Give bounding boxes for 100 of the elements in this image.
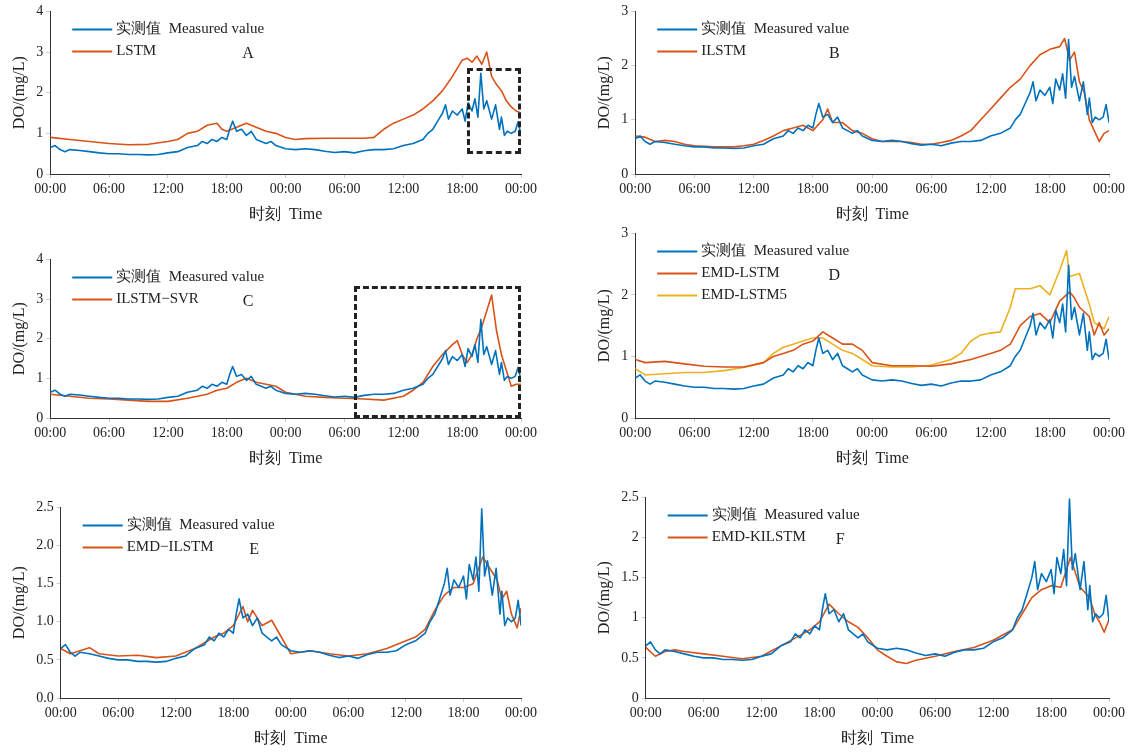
y-tick-label: 2 (621, 57, 629, 73)
x-tick-label: 00:00 (34, 425, 67, 441)
x-tick-label: 00:00 (856, 181, 889, 197)
legend-label: EMD-LSTM5 (701, 286, 788, 303)
x-tick-label: 06:00 (93, 425, 125, 441)
x-tick-label: 18:00 (446, 181, 479, 197)
y-axis-title: DO/(mg/L) (9, 302, 28, 376)
legend-label: EMD-LSTM (701, 264, 780, 281)
x-tick-label: 18:00 (796, 181, 829, 197)
x-tick-label: 18:00 (796, 425, 829, 441)
y-tick-label: 4 (36, 3, 44, 19)
x-axis-title: 时刻 Time (249, 448, 323, 466)
x-tick-label: 12:00 (387, 181, 420, 197)
y-tick-label: 0.0 (36, 689, 54, 705)
x-tick-label: 00:00 (619, 425, 652, 441)
x-tick-label: 06:00 (915, 425, 948, 441)
y-tick-label: 1 (36, 125, 44, 141)
x-tick-label: 12:00 (387, 425, 420, 441)
annotation: E (249, 539, 259, 557)
x-tick-label: 12:00 (151, 425, 184, 441)
annotation: B (828, 43, 840, 61)
y-tick-label: 0 (36, 409, 44, 425)
y-tick-label: 4 (36, 251, 44, 267)
x-axis-title: 时刻 Time (840, 728, 914, 746)
x-tick-label: 12:00 (737, 425, 770, 441)
x-tick-label: 06:00 (328, 181, 361, 197)
y-tick-label: 2 (36, 330, 44, 346)
y-axis-title: DO/(mg/L) (9, 56, 28, 130)
y-tick-label: 3 (36, 290, 44, 306)
x-tick-label: 18:00 (446, 425, 479, 441)
y-tick-label: 2 (621, 286, 629, 302)
legend-label: EMD-KILSTM (711, 528, 806, 545)
y-tick-label: 0.5 (36, 651, 54, 667)
x-tick-label: 12:00 (737, 181, 770, 197)
x-tick-label: 12:00 (974, 181, 1007, 197)
y-tick-label: 2.5 (36, 499, 54, 515)
x-tick-label: 00:00 (269, 425, 302, 441)
y-tick-label: 2.5 (621, 489, 639, 505)
x-tick-label: 00:00 (1093, 705, 1125, 721)
x-tick-label: 18:00 (803, 705, 836, 721)
x-tick-label: 12:00 (745, 705, 778, 721)
y-tick-label: 1 (621, 348, 629, 364)
legend-label: 实测值 Measured value (711, 506, 860, 523)
legend-label: 实测值 Measured value (116, 20, 265, 37)
legend-label: 实测值 Measured value (701, 242, 850, 259)
x-tick-label: 06:00 (678, 181, 711, 197)
y-axis-title: DO/(mg/L) (594, 289, 613, 363)
x-tick-label: 00:00 (505, 425, 537, 441)
x-tick-label: 12:00 (151, 181, 184, 197)
y-axis-title: DO/(mg/L) (594, 561, 613, 635)
y-axis-title: DO/(mg/L) (594, 56, 613, 130)
x-tick-label: 00:00 (861, 705, 894, 721)
legend-label: 实测值 Measured value (116, 268, 265, 285)
x-tick-label: 06:00 (687, 705, 720, 721)
y-tick-label: 1.0 (36, 613, 54, 629)
x-tick-label: 00:00 (629, 705, 662, 721)
x-tick-label: 18:00 (1033, 425, 1066, 441)
x-tick-label: 12:00 (159, 705, 192, 721)
x-tick-label: 12:00 (977, 705, 1010, 721)
x-tick-label: 06:00 (328, 425, 361, 441)
annotation: D (828, 265, 840, 283)
y-tick-label: 1.5 (36, 575, 54, 591)
x-tick-label: 06:00 (102, 705, 135, 721)
x-tick-label: 00:00 (34, 181, 67, 197)
x-tick-label: 06:00 (678, 425, 711, 441)
y-tick-label: 1 (621, 111, 629, 127)
y-tick-label: 3 (621, 225, 629, 241)
x-tick-label: 00:00 (505, 181, 537, 197)
y-tick-label: 1 (631, 609, 639, 625)
y-tick-label: 0 (621, 409, 629, 425)
x-tick-label: 00:00 (1093, 181, 1125, 197)
x-tick-label: 06:00 (93, 181, 125, 197)
x-tick-label: 18:00 (1035, 705, 1068, 721)
legend-label: 实测值 Measured value (126, 516, 275, 533)
x-tick-label: 18:00 (1033, 181, 1066, 197)
y-tick-label: 0 (36, 165, 44, 181)
x-tick-label: 12:00 (390, 705, 422, 721)
x-tick-label: 18:00 (217, 705, 250, 721)
y-tick-label: 3 (36, 43, 44, 59)
x-axis-title: 时刻 Time (254, 728, 328, 746)
y-tick-label: 2 (36, 84, 44, 100)
y-tick-label: 2 (631, 529, 639, 545)
y-tick-label: 0 (631, 689, 639, 705)
x-tick-label: 18:00 (210, 181, 243, 197)
y-tick-label: 2.0 (36, 537, 54, 553)
legend-label: ILSTM (701, 42, 747, 59)
x-tick-label: 12:00 (974, 425, 1007, 441)
legend-label: EMD−ILSTM (126, 538, 214, 555)
annotation: C (242, 291, 254, 309)
y-tick-label: 1.5 (621, 569, 639, 585)
x-tick-label: 00:00 (274, 705, 307, 721)
x-tick-label: 06:00 (332, 705, 365, 721)
legend-label: 实测值 Measured value (701, 20, 850, 37)
legend-label: LSTM (116, 42, 157, 59)
y-tick-label: 1 (36, 370, 44, 386)
x-axis-title: 时刻 Time (835, 204, 909, 222)
x-tick-label: 00:00 (619, 181, 652, 197)
x-tick-label: 00:00 (1093, 425, 1125, 441)
annotation: F (835, 529, 845, 547)
y-tick-label: 0 (621, 165, 629, 181)
